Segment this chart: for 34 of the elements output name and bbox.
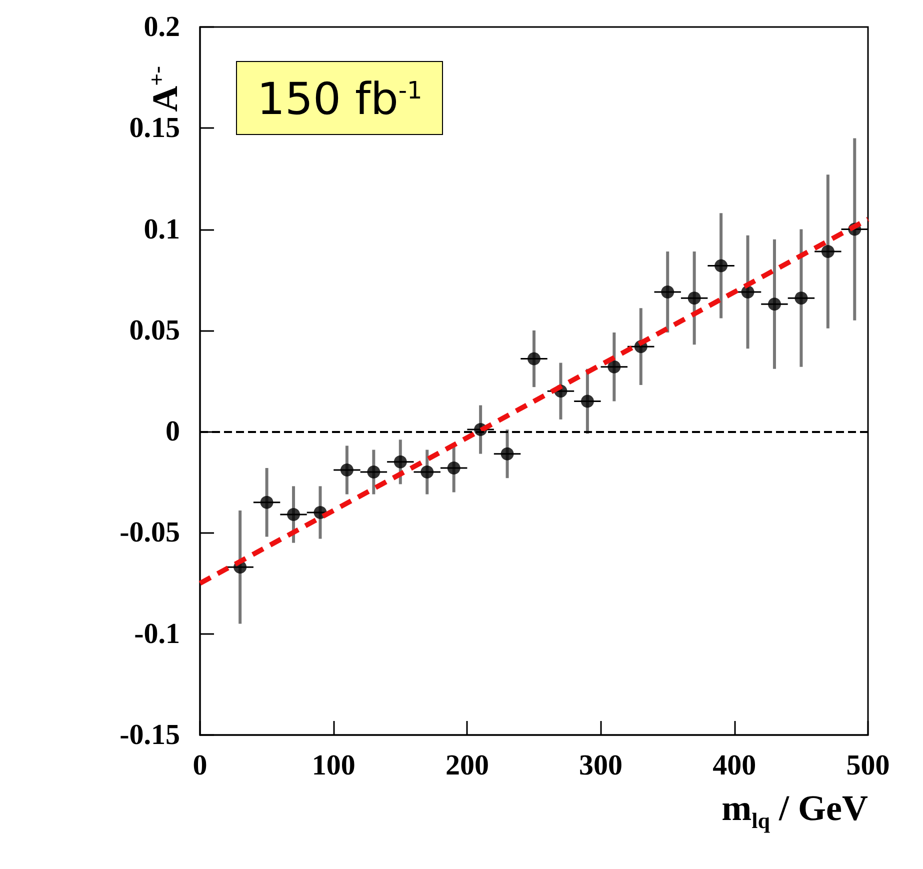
point (688, 292, 701, 305)
point (741, 285, 754, 298)
x-tick-label: 400 (712, 750, 756, 782)
y-tick-label: 0.1 (144, 213, 180, 246)
point (420, 466, 434, 479)
y-tick-label: 0 (166, 416, 180, 448)
x-tick-label: 500 (846, 750, 890, 782)
point (287, 508, 300, 522)
point (340, 464, 354, 476)
point (714, 259, 728, 272)
point (794, 292, 808, 305)
y-tick-label: -0.15 (120, 719, 180, 751)
point (528, 352, 540, 366)
point (608, 360, 621, 374)
y-tick-label: 0.05 (129, 314, 180, 346)
y-tick-label: -0.05 (120, 516, 180, 549)
x-tick-label: 300 (579, 750, 623, 782)
point (447, 461, 460, 474)
point (821, 245, 834, 258)
x-axis-title: m$_{lq}$ / GeV (722, 788, 868, 834)
point (580, 394, 594, 408)
x-tick-label: 100 (312, 750, 356, 782)
point (367, 466, 380, 479)
point (768, 298, 781, 311)
y-tick-label: 0.15 (129, 112, 180, 144)
y-tick-label: 0.2 (144, 11, 180, 43)
point (394, 455, 407, 468)
point (500, 447, 514, 460)
x-tick-label: 200 (445, 750, 489, 782)
point (661, 285, 674, 298)
x-tick-label: 0 (192, 750, 208, 782)
annotation: 150 fb$^{-1}$ (236, 61, 444, 136)
point (260, 496, 274, 509)
y-tick-label: -0.1 (134, 618, 180, 650)
